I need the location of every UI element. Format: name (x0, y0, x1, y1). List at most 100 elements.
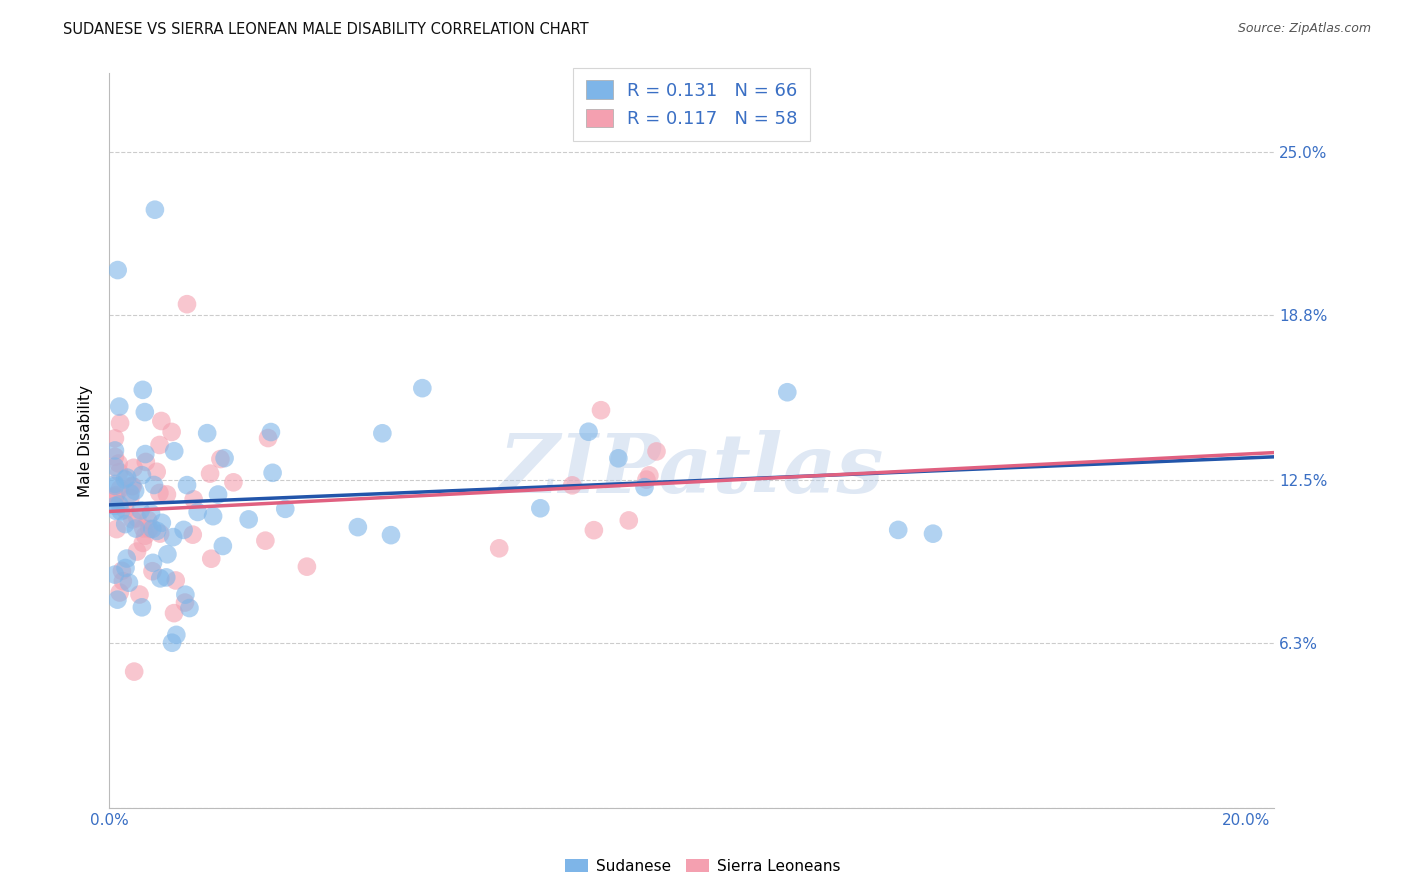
Point (165, 574, 187, 588)
Point (134, 447, 156, 461)
Point (211, 539, 233, 553)
Point (104, 450, 127, 464)
Point (122, 665, 145, 679)
Point (104, 479, 127, 493)
Point (125, 522, 148, 536)
Legend: Sudanese, Sierra Leoneans: Sudanese, Sierra Leoneans (560, 853, 846, 880)
Point (174, 596, 197, 610)
Point (141, 522, 163, 536)
Point (114, 503, 136, 517)
Text: SUDANESE VS SIERRA LEONEAN MALE DISABILITY CORRELATION CHART: SUDANESE VS SIERRA LEONEAN MALE DISABILI… (63, 22, 589, 37)
Point (561, 478, 583, 492)
Point (146, 524, 169, 538)
Point (578, 425, 600, 439)
Point (110, 504, 132, 518)
Point (142, 556, 165, 570)
Point (104, 567, 127, 582)
Point (214, 451, 236, 466)
Point (104, 477, 127, 491)
Point (254, 533, 277, 548)
Point (274, 501, 297, 516)
Point (887, 523, 910, 537)
Point (136, 513, 159, 527)
Point (617, 513, 640, 527)
Point (638, 468, 661, 483)
Point (149, 526, 172, 541)
Point (143, 478, 166, 492)
Point (132, 521, 155, 535)
Point (131, 468, 153, 483)
Point (104, 499, 127, 513)
Point (238, 512, 260, 526)
Point (111, 574, 134, 588)
Point (104, 443, 127, 458)
Point (104, 490, 127, 504)
Point (138, 522, 160, 536)
Point (488, 541, 510, 556)
Point (209, 452, 232, 467)
Point (160, 636, 183, 650)
Point (105, 504, 128, 518)
Point (176, 478, 198, 492)
Point (922, 526, 945, 541)
Point (633, 480, 655, 494)
Point (195, 426, 218, 441)
Point (156, 487, 179, 501)
Point (176, 297, 198, 311)
Point (114, 472, 136, 486)
Point (529, 501, 551, 516)
Point (104, 490, 127, 504)
Point (183, 492, 205, 507)
Point (589, 403, 612, 417)
Point (120, 491, 142, 505)
Point (132, 536, 155, 550)
Point (131, 600, 153, 615)
Point (165, 628, 187, 642)
Point (150, 414, 173, 428)
Point (636, 473, 658, 487)
Point (162, 530, 184, 544)
Point (207, 487, 229, 501)
Point (347, 520, 370, 534)
Point (108, 400, 131, 414)
Point (128, 588, 150, 602)
Point (124, 483, 146, 498)
Point (371, 426, 394, 441)
Point (105, 522, 128, 536)
Point (134, 529, 156, 543)
Point (380, 528, 402, 542)
Point (222, 475, 245, 490)
Point (645, 444, 668, 458)
Point (107, 263, 129, 277)
Point (582, 523, 605, 537)
Point (108, 465, 131, 479)
Point (181, 527, 204, 541)
Point (107, 457, 129, 471)
Text: Source: ZipAtlas.com: Source: ZipAtlas.com (1237, 22, 1371, 36)
Point (139, 506, 162, 520)
Point (150, 516, 173, 530)
Point (120, 486, 142, 500)
Point (141, 564, 163, 578)
Point (108, 482, 131, 496)
Point (108, 585, 131, 599)
Point (607, 451, 630, 466)
Point (179, 601, 201, 615)
Point (107, 592, 129, 607)
Point (129, 503, 152, 517)
Point (160, 425, 183, 439)
Point (148, 486, 170, 500)
Y-axis label: Male Disability: Male Disability (79, 384, 93, 497)
Point (295, 559, 318, 574)
Point (135, 455, 157, 469)
Point (260, 425, 283, 439)
Legend: R = 0.131   N = 66, R = 0.117   N = 58: R = 0.131 N = 66, R = 0.117 N = 58 (574, 68, 810, 141)
Point (104, 431, 127, 445)
Point (114, 561, 136, 575)
Point (115, 470, 138, 484)
Point (121, 479, 143, 493)
Point (262, 466, 284, 480)
Point (155, 570, 177, 584)
Point (202, 509, 225, 524)
Point (111, 564, 134, 578)
